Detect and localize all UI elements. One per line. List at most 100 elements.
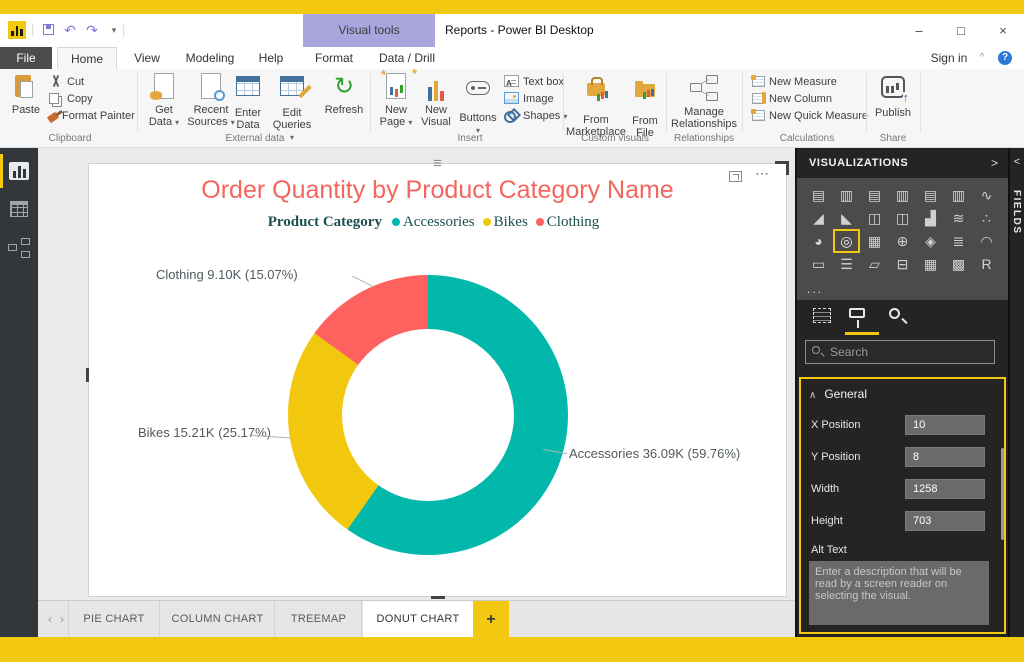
viz-icon-multi-row-card[interactable]: ☰	[840, 256, 853, 272]
viz-icon-stacked-column-chart[interactable]: ▥	[839, 187, 854, 203]
viz-icon-ribbon-chart[interactable]: ≋	[952, 210, 965, 226]
from-marketplace-button[interactable]: From Marketplace	[566, 73, 626, 138]
format-painter-button[interactable]: Format Painter	[46, 109, 135, 124]
buttons-button[interactable]: Buttons ▾	[456, 73, 500, 137]
new-page-button[interactable]: * New Page ▾	[376, 68, 416, 129]
viz-icon-card[interactable]: ▭	[811, 256, 826, 272]
edit-queries-button[interactable]: Edit Queries ▾	[270, 73, 314, 144]
width-input[interactable]	[905, 479, 985, 499]
text-box-button[interactable]: Text box	[504, 75, 564, 91]
new-quick-measure-button[interactable]: New Quick Measure	[751, 109, 868, 124]
image-button[interactable]: Image	[504, 92, 554, 107]
focus-mode-icon[interactable]	[729, 171, 742, 182]
tab-data-drill[interactable]: Data / Drill	[378, 51, 435, 65]
x-position-input[interactable]	[905, 415, 985, 435]
recent-sources-button[interactable]: Recent Sources ▾	[186, 73, 236, 129]
tab-home[interactable]: Home	[57, 47, 117, 69]
more-options-icon[interactable]: ⋯	[755, 165, 770, 181]
viz-icon-r-script-visual[interactable]: R	[981, 256, 992, 272]
viz-icon-waterfall-chart[interactable]: ▟	[925, 210, 936, 226]
viz-icon-kpi[interactable]: ▱	[869, 256, 880, 272]
new-column-button[interactable]: New Column	[752, 92, 832, 107]
legend-item-clothing[interactable]: Clothing	[535, 214, 599, 230]
viz-icon-table[interactable]: ▦	[923, 256, 938, 272]
undo-button[interactable]: ↶	[64, 22, 76, 38]
new-visual-button[interactable]: * New Visual	[412, 67, 454, 128]
alt-text-input[interactable]	[809, 561, 989, 625]
prev-page-arrow[interactable]: ‹	[48, 612, 52, 626]
copy-button[interactable]: Copy	[48, 92, 93, 107]
quick-access-dropdown[interactable]: ▾	[111, 25, 117, 35]
paste-button[interactable]: Paste	[8, 73, 44, 116]
search-input[interactable]	[830, 341, 990, 363]
visual-resize-handle-left[interactable]	[86, 368, 89, 382]
new-page-tab-button[interactable]: +	[473, 601, 509, 638]
visual-drag-handle-icon[interactable]: ≡	[433, 155, 442, 172]
viz-icon-line-chart[interactable]: ∿	[980, 187, 993, 203]
page-tab-column-chart[interactable]: COLUMN CHART	[161, 601, 275, 638]
viz-icon-100-stacked-bar-chart[interactable]: ▤	[923, 187, 938, 203]
tab-view[interactable]: View	[134, 51, 160, 65]
publish-button[interactable]: Publish	[872, 73, 914, 119]
viz-icon-clustered-bar-chart[interactable]: ▤	[867, 187, 882, 203]
viz-icon-scatter-chart[interactable]: ∴	[982, 210, 991, 226]
data-view-button[interactable]	[0, 192, 38, 226]
cut-button[interactable]: Cut	[48, 75, 84, 90]
viz-icon-funnel[interactable]: ≣	[952, 233, 965, 249]
expand-panel-icon[interactable]: >	[990, 156, 998, 170]
viz-icon-stacked-bar-chart[interactable]: ▤	[811, 187, 826, 203]
get-data-button[interactable]: Get Data ▾	[144, 73, 184, 129]
sign-in-link[interactable]: Sign in	[930, 51, 968, 65]
viz-icon-map[interactable]: ⊕	[896, 233, 909, 249]
model-view-button[interactable]	[0, 230, 38, 264]
help-icon[interactable]: ?	[998, 51, 1012, 65]
legend-item-bikes[interactable]: Bikes	[482, 214, 528, 230]
viz-icon-matrix[interactable]: ▩	[951, 256, 966, 272]
viz-icon-area-chart[interactable]: ◢	[813, 210, 824, 226]
tab-file[interactable]: File	[0, 47, 52, 69]
legend-item-accessories[interactable]: Accessories	[391, 214, 475, 230]
tab-format[interactable]: Format	[314, 51, 353, 65]
refresh-button[interactable]: ↻ Refresh	[322, 73, 366, 116]
shapes-button[interactable]: Shapes ▾	[504, 109, 567, 124]
selected-visual[interactable]: ≡ ⋯ Order Quantity by Product Category N…	[86, 155, 789, 599]
collapse-ribbon-chevron[interactable]: ^	[979, 52, 985, 63]
viz-icon-slicer[interactable]: ⊟	[896, 256, 909, 272]
viz-icon-gauge[interactable]: ◠	[980, 233, 993, 249]
page-tab-donut-chart[interactable]: DONUT CHART	[363, 601, 473, 638]
fields-pane-tab-icon[interactable]	[813, 308, 831, 323]
visual-resize-corner[interactable]	[775, 161, 789, 175]
viz-icon-stacked-area-chart[interactable]: ◣	[841, 210, 852, 226]
tab-modeling[interactable]: Modeling	[185, 51, 235, 65]
more-visuals-ellipsis[interactable]: ...	[807, 282, 824, 296]
general-section-header[interactable]: ∧ General	[809, 387, 868, 401]
enter-data-button[interactable]: Enter Data	[230, 73, 266, 131]
analytics-pane-tab-icon[interactable]	[889, 308, 900, 319]
redo-button[interactable]: ↷	[86, 22, 98, 38]
viz-icon-100-stacked-column-chart[interactable]: ▥	[951, 187, 966, 203]
page-tab-pie-chart[interactable]: PIE CHART	[68, 601, 160, 638]
save-button[interactable]	[38, 20, 58, 40]
panel-scrollbar[interactable]	[1001, 448, 1004, 540]
close-button[interactable]: ×	[999, 23, 1007, 38]
expand-fields-icon[interactable]: <	[1013, 156, 1021, 168]
viz-icon-donut-chart[interactable]: ◎	[833, 229, 860, 253]
tab-help[interactable]: Help	[258, 51, 284, 65]
visual-resize-handle-bottom[interactable]	[430, 596, 445, 599]
viz-icon-clustered-column-chart[interactable]: ▥	[895, 187, 910, 203]
height-input[interactable]	[905, 511, 985, 531]
viz-icon-treemap[interactable]: ▦	[867, 233, 882, 249]
viz-icon-pie-chart[interactable]: ◕	[814, 233, 823, 249]
format-pane-tab-icon[interactable]	[849, 308, 865, 328]
minimize-button[interactable]: –	[915, 23, 923, 38]
page-tab-treemap[interactable]: TREEMAP	[276, 601, 362, 638]
report-view-button[interactable]	[0, 154, 38, 188]
next-page-arrow[interactable]: ›	[60, 612, 64, 626]
viz-icon-filled-map[interactable]: ◈	[925, 233, 936, 249]
donut-ring[interactable]	[288, 275, 568, 555]
viz-icon-line-clustered-column-chart[interactable]: ◫	[895, 210, 910, 226]
maximize-button[interactable]: □	[957, 23, 965, 38]
manage-relationships-button[interactable]: Manage Relationships	[671, 73, 737, 130]
y-position-input[interactable]	[905, 447, 985, 467]
from-file-button[interactable]: From File	[628, 73, 662, 139]
